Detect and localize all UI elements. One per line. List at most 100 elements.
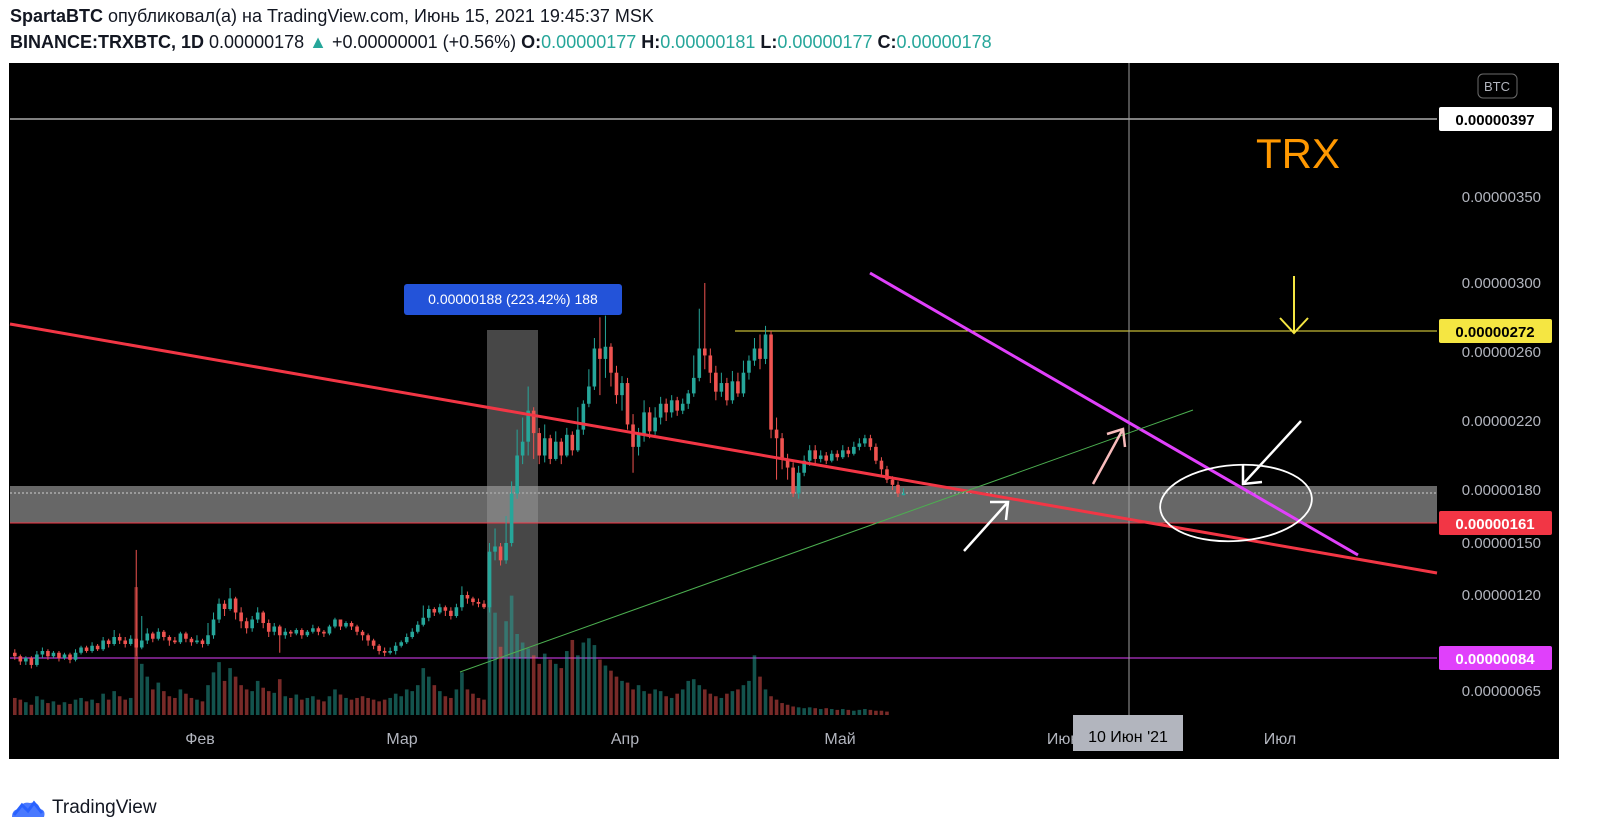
volume-bar [703,689,707,715]
x-axis-tick-label: Июн [1047,731,1079,748]
volume-bar [388,697,392,715]
candle-body [454,607,459,616]
candle-body [697,348,702,378]
white-arrow-down-shaft [1242,420,1302,485]
volume-bar [261,687,265,715]
volume-bar [29,704,34,715]
candle-body [542,438,547,456]
candle-body [587,386,591,404]
volume-bar [410,691,415,715]
volume-bar [173,697,177,715]
price-label-box-white [1439,107,1552,131]
candle-body [791,467,795,494]
candle-body [316,628,321,632]
candle-body [714,372,718,392]
candle-body [647,412,652,432]
x-axis-tick-label: Фев [185,731,215,748]
candle-body [703,348,707,356]
candle-body [592,348,597,387]
open-label: O: [521,32,542,52]
volume-bar [316,699,321,715]
candle-body [598,348,602,359]
candle-body [322,631,326,634]
candle-body [68,654,72,660]
candle-body [708,355,713,373]
candle-body [642,412,646,435]
volume-bar [228,668,232,715]
volume-bar [818,709,823,715]
candle-body [509,493,514,543]
candle-body [835,453,840,458]
candle-body [725,383,729,401]
candle-body [686,393,691,404]
low-value: 0.00000177 [777,32,873,52]
volume-bar [471,693,475,715]
volume-bar [796,707,801,715]
volume-bar [576,655,580,715]
tradingview-logo[interactable]: TradingView [10,797,157,819]
y-axis-tick-label: 0.00000300 [1462,275,1541,292]
volume-bar [780,703,784,715]
candle-body [211,619,216,636]
candle-body [233,598,238,613]
candle-body [874,446,878,461]
volume-bar [217,662,221,715]
author-name[interactable]: SpartaBTC [10,6,104,26]
candle-body [515,455,519,494]
volume-bar [415,685,420,715]
volume-bar [631,689,635,715]
candle-body [162,631,166,637]
volume-bar [785,704,790,715]
candle-body [134,638,139,648]
volume-bar [587,638,591,715]
candle-body [813,450,817,459]
candle-body [785,458,790,468]
volume-bar [625,682,630,715]
candle-body [691,377,696,394]
volume-bar [344,697,348,715]
chart-background [9,63,1559,759]
volume-bar [106,699,111,715]
price-label-magenta: 0.00000084 [1455,651,1535,668]
volume-bar [835,709,840,715]
volume-bar [636,685,641,715]
candle-body [504,543,508,561]
x-axis-tick-label: Апр [611,731,639,748]
volume-bar [427,676,431,715]
volume-bar [658,691,663,715]
candle-body [338,619,343,627]
volume-bar [460,672,464,715]
volume-bar [167,696,172,715]
trendline-magenta [869,271,1359,557]
volume-bar [465,689,470,715]
volume-bar [206,685,210,715]
volume-bar [13,697,17,715]
volume-bar [454,689,459,715]
support-zone [10,486,1437,523]
candle-body [195,640,199,643]
white-arrow-up-shaft [963,501,1009,552]
candle-body [449,610,453,616]
volume-bar [493,612,497,715]
volume-bar [846,709,851,715]
candle-body [123,640,127,644]
volume-bar [642,691,646,715]
volume-bar [300,699,304,715]
volume-bar [84,701,89,715]
volume-bar [807,707,812,715]
volume-bar [51,701,56,715]
candle-body [35,654,39,665]
volume-bar [498,646,503,715]
price-label-box-magenta [1439,646,1552,670]
volume-bar [874,710,878,715]
volume-bar [841,709,845,715]
volume-bar [382,699,387,715]
volume-bar [266,691,271,715]
volume-bar [791,706,795,715]
volume-bar [139,663,144,715]
volume-bar [432,685,437,715]
candle-body [106,640,111,644]
volume-bar [404,689,409,715]
currency-badge[interactable]: BTC [1484,79,1510,94]
